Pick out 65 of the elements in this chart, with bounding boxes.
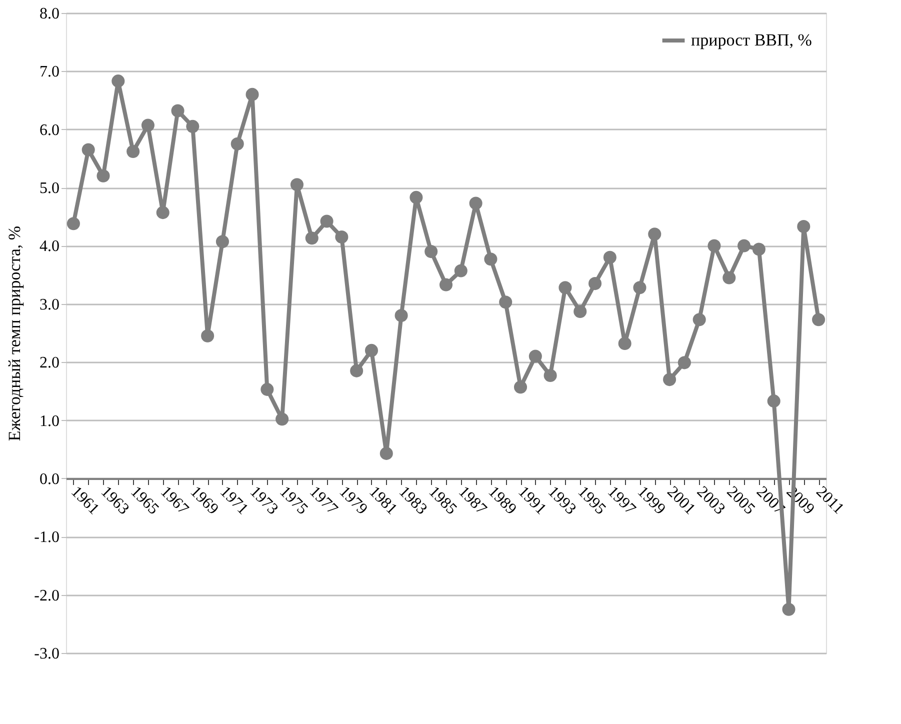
point — [201, 329, 214, 342]
point — [364, 344, 378, 357]
point — [782, 602, 796, 616]
point — [380, 446, 393, 460]
y-tick-label: 7.0 — [40, 64, 60, 81]
point — [484, 252, 498, 266]
point — [812, 313, 826, 326]
point — [156, 206, 170, 220]
point — [722, 271, 736, 284]
point — [678, 356, 691, 370]
y-tick-label: 0.0 — [40, 470, 60, 488]
point — [126, 144, 140, 158]
point — [335, 230, 348, 244]
point — [738, 239, 751, 252]
legend-label: прирост ВВП, % — [691, 30, 812, 50]
point — [276, 412, 289, 426]
point — [439, 278, 453, 292]
y-axis-title: Ежегодный темп прироста, % — [5, 226, 24, 442]
point — [66, 217, 80, 230]
y-tick-label: -2.0 — [34, 587, 60, 604]
point — [752, 242, 766, 256]
point — [603, 250, 616, 264]
point — [350, 364, 364, 378]
y-tick-label: 2.0 — [40, 354, 60, 372]
point — [633, 281, 646, 294]
point — [528, 350, 542, 363]
point — [514, 380, 528, 394]
point — [394, 309, 408, 322]
point — [410, 190, 423, 204]
point — [112, 74, 125, 88]
point — [82, 143, 95, 156]
point — [216, 235, 229, 248]
point — [767, 394, 780, 408]
point — [469, 196, 482, 210]
point — [648, 228, 662, 241]
point — [558, 281, 572, 294]
point — [171, 104, 184, 118]
point — [499, 296, 512, 309]
y-tick-label: 1.0 — [40, 412, 60, 430]
y-tick-label: 6.0 — [40, 122, 60, 139]
point — [797, 220, 810, 234]
point — [692, 313, 706, 326]
point — [246, 88, 259, 101]
point — [320, 214, 334, 228]
y-tick-label: 8.0 — [40, 6, 60, 22]
point — [290, 178, 304, 192]
point — [260, 382, 274, 396]
point — [574, 304, 587, 318]
y-tick-label: -1.0 — [34, 529, 60, 546]
y-tick-label: 3.0 — [40, 296, 60, 314]
point — [618, 336, 632, 350]
point — [305, 232, 318, 245]
point — [663, 373, 676, 386]
point — [96, 169, 110, 182]
point — [588, 277, 602, 290]
point — [454, 264, 468, 278]
point — [186, 120, 200, 133]
y-tick-label: 4.0 — [40, 238, 60, 256]
point — [708, 239, 721, 252]
point — [424, 245, 438, 258]
point — [544, 368, 557, 382]
y-tick-label: -3.0 — [34, 646, 60, 662]
point — [141, 118, 154, 132]
point — [230, 137, 244, 150]
y-tick-label: 5.0 — [40, 180, 60, 198]
